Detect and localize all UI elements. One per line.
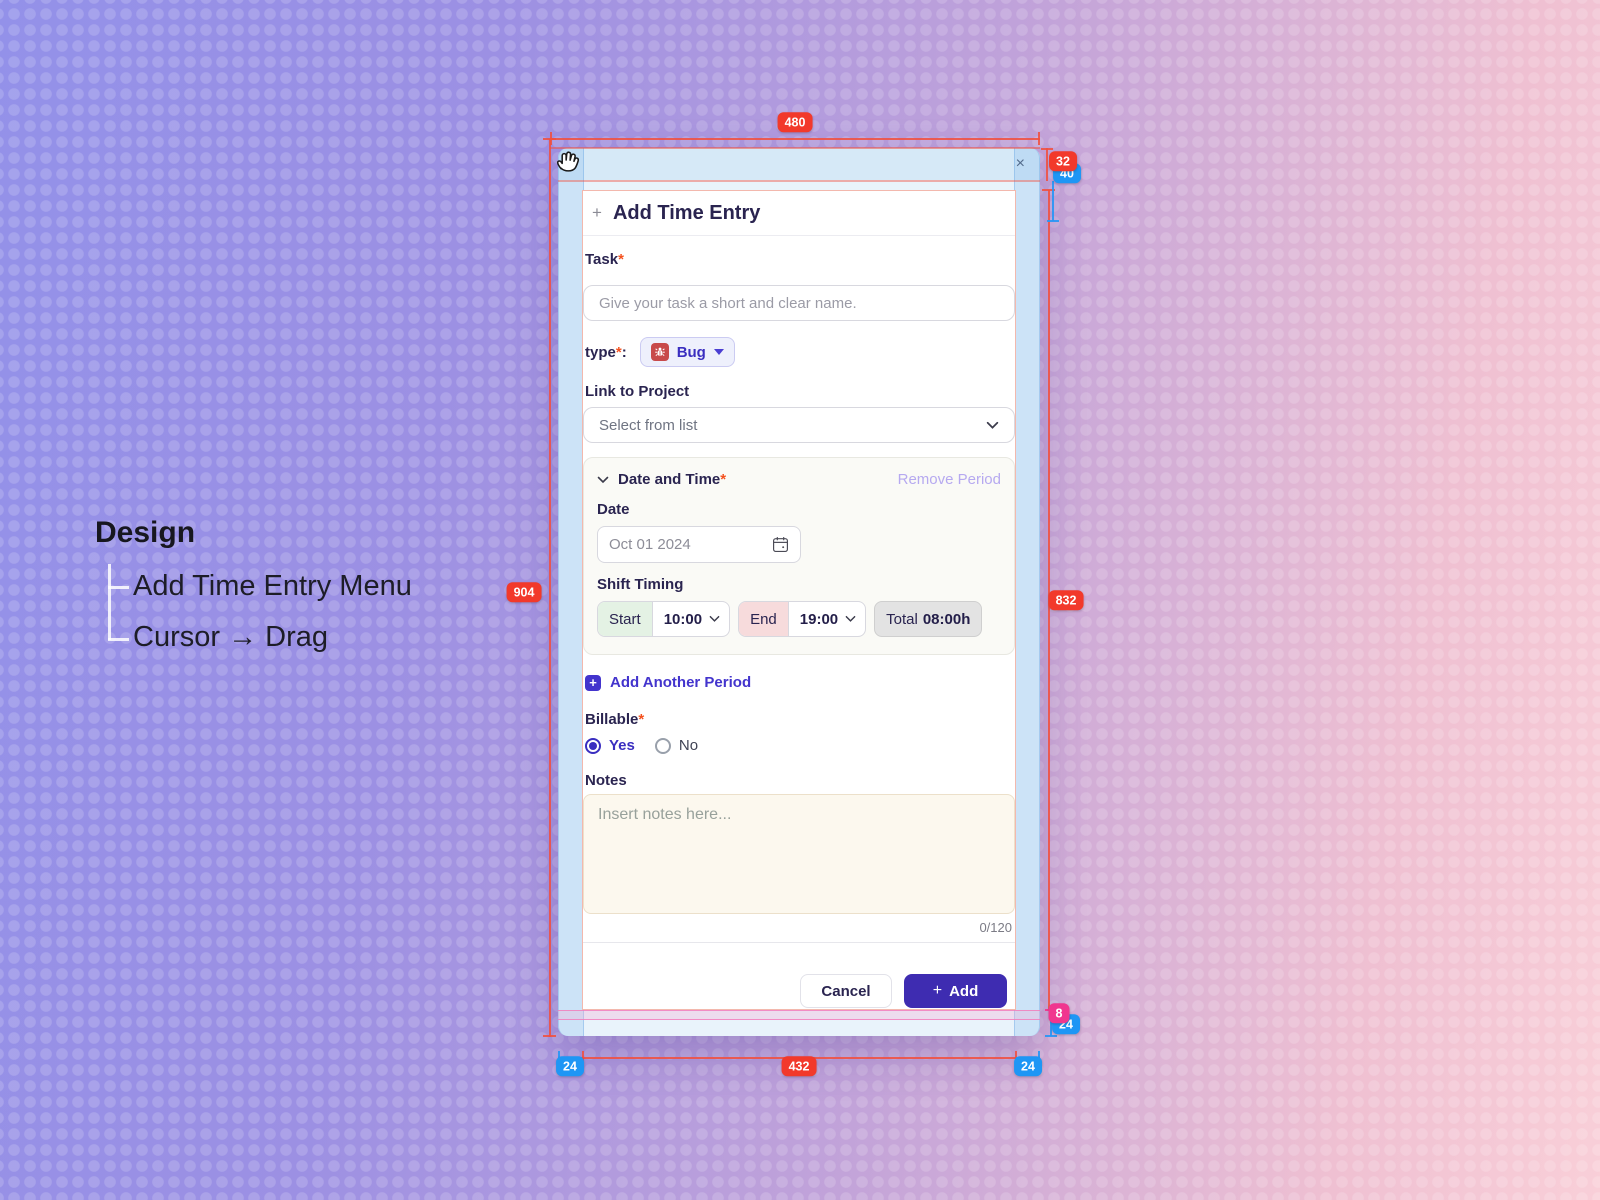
measure-bracket-40 — [1052, 181, 1054, 221]
measure-tick — [1042, 189, 1055, 191]
billable-no-option[interactable]: No — [654, 737, 699, 754]
required-mark: * — [720, 471, 727, 488]
required-mark: * — [615, 343, 622, 361]
measure-tick — [1038, 132, 1040, 145]
measure-badge-content-width: 432 — [781, 1056, 817, 1076]
date-time-section: Date and Time* Remove Period Date Oct 01… — [583, 457, 1015, 655]
chevron-down-icon — [597, 476, 609, 483]
total-value: 08:00h — [922, 610, 971, 628]
measure-badge-gutter-right: 24 — [1014, 1056, 1042, 1076]
measure-tick — [543, 138, 556, 140]
plus-square-icon: + — [585, 674, 601, 691]
required-mark: * — [618, 251, 624, 268]
radio-unselected-icon[interactable] — [654, 737, 671, 754]
shift-timing-row: Start 10:00 End 19:00 Total 08:00h — [597, 601, 1001, 637]
measure-badge-content-height: 832 — [1048, 590, 1084, 610]
modal-title: Add Time Entry — [612, 201, 761, 224]
add-button-label: Add — [949, 982, 979, 1000]
type-label: type*: — [585, 343, 627, 361]
chevron-down-icon — [845, 615, 856, 622]
tree-line-vertical — [108, 564, 111, 640]
add-time-entry-modal: × + Add Time Entry Task* type*: — [556, 148, 1040, 1036]
required-mark: * — [638, 711, 645, 728]
measure-tick — [1045, 1035, 1057, 1037]
left-gutter-highlight — [558, 148, 584, 1036]
date-value: Oct 01 2024 — [609, 536, 691, 553]
date-label: Date — [597, 501, 630, 518]
chevron-down-icon — [709, 615, 720, 622]
close-icon[interactable]: × — [1015, 155, 1025, 172]
project-select-value: Select from list — [599, 416, 698, 434]
end-time-dropdown[interactable]: End 19:00 — [738, 601, 867, 637]
tree-line-branch — [108, 638, 129, 641]
link-to-project-label: Link to Project — [585, 383, 690, 400]
grab-hand-cursor-icon[interactable] — [551, 145, 585, 179]
footer-actions: Cancel + Add — [800, 974, 1007, 1008]
design-tree-item: Add Time Entry Menu — [133, 570, 412, 602]
date-picker-input[interactable]: Oct 01 2024 — [597, 526, 801, 563]
total-label: Total — [886, 610, 918, 628]
shift-timing-label: Shift Timing — [597, 576, 684, 593]
entry-type-row: type*: Bug — [585, 337, 735, 367]
measure-badge-header-height: 32 — [1049, 151, 1077, 171]
measure-bracket-32 — [1046, 148, 1048, 181]
date-time-label: Date and Time* — [618, 471, 727, 488]
caret-down-icon — [713, 349, 724, 355]
plus-icon: + — [592, 203, 602, 222]
start-time-value: 10:00 — [663, 610, 703, 628]
modal-drag-header[interactable]: × — [558, 148, 1040, 180]
total-hours-badge: Total 08:00h — [874, 601, 983, 637]
measure-tick — [543, 1035, 556, 1037]
remove-period-link[interactable]: Remove Period — [897, 471, 1001, 488]
design-annotation-block: Design Add Time Entry Menu Cursor → Drag — [95, 516, 515, 686]
cancel-button[interactable]: Cancel — [800, 974, 892, 1008]
end-label: End — [739, 602, 789, 636]
measure-line-top — [550, 138, 1040, 140]
bottom-spacing-highlight — [558, 1010, 1040, 1020]
calendar-icon — [773, 537, 788, 552]
character-counter: 0/120 — [979, 920, 1012, 935]
end-time-value: 19:00 — [799, 610, 839, 628]
measure-badge-height: 904 — [506, 582, 542, 602]
plus-icon: + — [932, 982, 943, 999]
notes-label: Notes — [585, 772, 627, 789]
task-name-input[interactable] — [583, 285, 1015, 321]
billable-label: Billable* — [585, 711, 645, 728]
notes-textarea[interactable] — [583, 794, 1015, 914]
billable-yes-label: Yes — [609, 737, 635, 754]
add-another-period-label: Add Another Period — [610, 674, 752, 691]
date-time-header[interactable]: Date and Time* Remove Period — [597, 471, 1001, 488]
measure-badge-gutter-left: 24 — [556, 1056, 584, 1076]
add-button[interactable]: + Add — [904, 974, 1007, 1008]
chevron-down-icon — [986, 421, 999, 429]
modal-title-row: + Add Time Entry — [583, 191, 1015, 236]
bug-icon — [650, 343, 669, 361]
modal-content: + Add Time Entry Task* type*: — [582, 190, 1016, 1010]
right-gutter-highlight — [1014, 148, 1040, 1036]
task-label: Task* — [585, 251, 624, 268]
start-label: Start — [598, 602, 653, 636]
type-value: Bug — [676, 343, 706, 361]
measure-badge-width: 480 — [777, 112, 813, 132]
billable-yes-option[interactable]: Yes — [585, 737, 635, 754]
radio-selected-icon[interactable] — [585, 737, 601, 754]
add-another-period-button[interactable]: + Add Another Period — [585, 674, 751, 691]
tree-line-branch — [108, 586, 129, 589]
measure-tick — [1041, 148, 1053, 150]
start-time-dropdown[interactable]: Start 10:00 — [597, 601, 731, 637]
measure-tick — [1047, 220, 1059, 222]
design-title: Design — [95, 516, 196, 549]
type-dropdown[interactable]: Bug — [639, 337, 735, 367]
billable-radio-group: Yes No — [585, 737, 698, 754]
measure-badge-bottom-inset: 8 — [1048, 1003, 1070, 1023]
project-select[interactable]: Select from list — [583, 407, 1015, 443]
design-tree-item: Cursor → Drag — [133, 621, 328, 653]
measure-line-left — [549, 139, 551, 1037]
measure-tick — [550, 132, 552, 145]
billable-no-label: No — [678, 737, 699, 754]
footer-divider — [583, 942, 1015, 943]
